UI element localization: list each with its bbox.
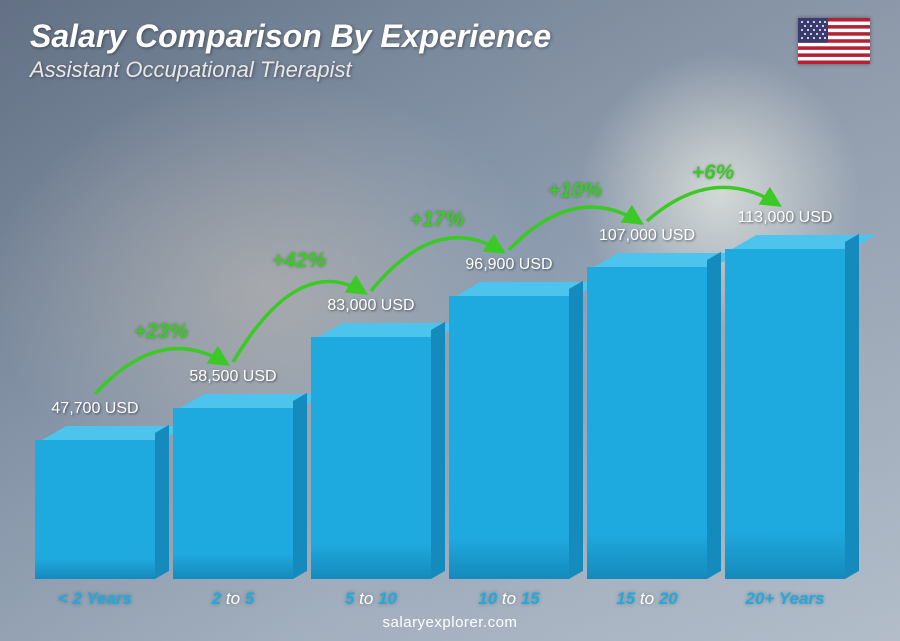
bar-category-label: 5 to 10 — [345, 589, 397, 609]
bar-chart: 47,700 USD< 2 Years58,500 USD2 to 583,00… — [35, 130, 845, 579]
footer-attribution: salaryexplorer.com — [0, 614, 900, 631]
growth-pct-label: +23% — [134, 320, 189, 343]
growth-arrow — [233, 281, 365, 362]
growth-pct-label: +42% — [272, 249, 327, 272]
growth-arrow — [647, 187, 779, 221]
growth-arrow — [371, 238, 503, 291]
bar-category-label: 10 to 15 — [478, 589, 539, 609]
bar-category-label: 2 to 5 — [212, 589, 255, 609]
bar-category-label: 15 to 20 — [616, 589, 677, 609]
growth-arrow — [95, 349, 227, 394]
growth-pct-label: +10% — [548, 179, 603, 202]
growth-pct-label: +6% — [692, 161, 735, 184]
growth-arrow — [509, 207, 641, 250]
arrows-overlay: +23% +42% +17% +10% +6% — [35, 50, 845, 579]
growth-pct-label: +17% — [410, 208, 465, 231]
bar-category-label: 20+ Years — [746, 589, 825, 609]
bar-category-label: < 2 Years — [58, 589, 132, 609]
